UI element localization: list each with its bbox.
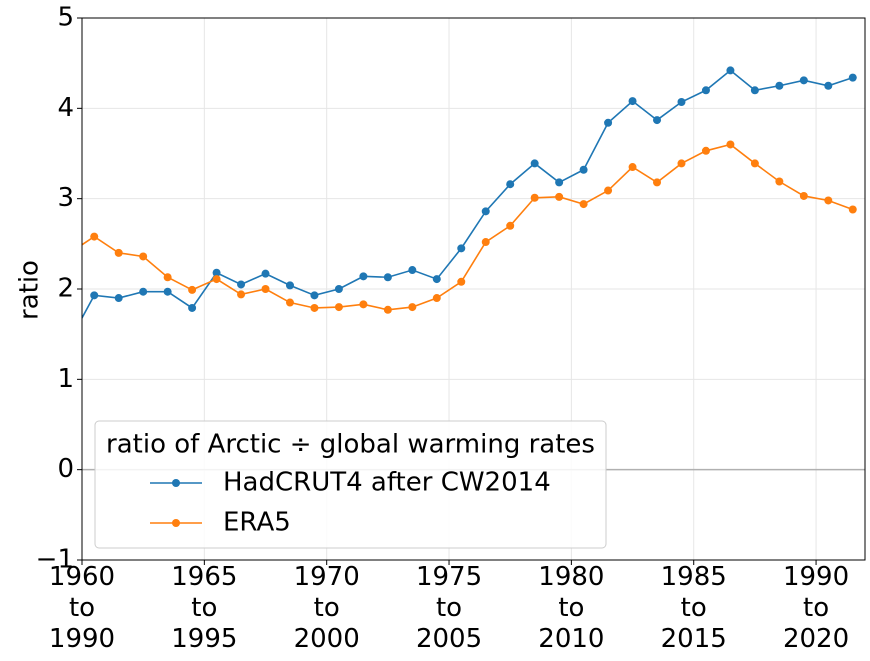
data-point bbox=[701, 146, 710, 155]
x-tick-label: 1985 to 2015 bbox=[660, 562, 727, 654]
data-point bbox=[775, 81, 784, 90]
data-point bbox=[653, 116, 662, 125]
x-tick-label: 1980 to 2010 bbox=[538, 562, 605, 654]
data-point bbox=[334, 303, 343, 312]
data-point bbox=[750, 86, 759, 95]
data-point bbox=[408, 303, 417, 312]
data-point bbox=[457, 277, 466, 286]
legend-title: ratio of Arctic ÷ global warming rates bbox=[106, 430, 595, 460]
data-point bbox=[90, 291, 99, 300]
data-point bbox=[677, 98, 686, 107]
x-tick-label: 1975 to 2005 bbox=[415, 562, 483, 654]
data-point bbox=[114, 248, 123, 257]
data-point bbox=[139, 287, 148, 296]
data-point bbox=[237, 280, 246, 289]
x-tick-label: 1965 to 1995 bbox=[171, 562, 238, 654]
data-point bbox=[628, 163, 637, 172]
data-point bbox=[579, 200, 588, 209]
y-tick-label: 2 bbox=[57, 274, 74, 304]
data-point bbox=[359, 300, 368, 309]
data-point bbox=[66, 249, 74, 257]
data-point bbox=[579, 165, 588, 174]
data-point bbox=[188, 303, 197, 312]
data-point bbox=[383, 273, 392, 282]
data-point bbox=[457, 244, 466, 253]
data-point bbox=[383, 305, 392, 314]
data-point bbox=[726, 140, 735, 149]
data-point bbox=[677, 159, 686, 168]
data-point bbox=[285, 298, 294, 307]
x-tick-label: 1960 to 1990 bbox=[48, 562, 116, 654]
data-point bbox=[334, 285, 343, 293]
data-point bbox=[408, 266, 417, 275]
data-point bbox=[530, 193, 539, 202]
data-point bbox=[163, 287, 172, 296]
data-point bbox=[506, 221, 515, 230]
data-point bbox=[775, 177, 784, 186]
data-point bbox=[432, 294, 441, 303]
data-point bbox=[114, 294, 123, 303]
y-axis-label: ratio bbox=[15, 260, 45, 320]
y-tick-label: 0 bbox=[57, 454, 74, 484]
plot-area bbox=[66, 66, 857, 344]
data-point bbox=[432, 275, 441, 284]
y-tick-label: 3 bbox=[57, 183, 74, 213]
data-point bbox=[848, 205, 857, 214]
x-tick-label: 1990 to 2020 bbox=[782, 562, 850, 654]
data-point bbox=[604, 118, 613, 127]
data-point bbox=[261, 285, 270, 293]
data-point bbox=[310, 291, 319, 300]
legend-marker bbox=[172, 519, 180, 527]
data-point bbox=[628, 97, 637, 106]
data-point bbox=[481, 238, 490, 247]
data-point bbox=[824, 196, 833, 205]
data-point bbox=[555, 192, 564, 201]
data-point bbox=[750, 159, 759, 168]
data-point bbox=[285, 281, 294, 290]
data-point bbox=[261, 269, 270, 278]
legend-label: HadCRUT4 after CW2014 bbox=[223, 468, 551, 498]
data-point bbox=[726, 66, 735, 75]
legend-label: ERA5 bbox=[223, 508, 291, 538]
data-point bbox=[481, 207, 490, 216]
legend-marker bbox=[172, 479, 180, 487]
data-point bbox=[90, 232, 99, 241]
data-point bbox=[555, 178, 564, 187]
data-point bbox=[163, 273, 172, 282]
data-point bbox=[359, 272, 368, 281]
data-point bbox=[212, 268, 221, 277]
y-tick-label: 4 bbox=[57, 93, 74, 123]
data-point bbox=[824, 81, 833, 90]
data-point bbox=[848, 73, 857, 82]
y-tick-label: 5 bbox=[57, 3, 74, 33]
legend-box bbox=[94, 420, 607, 549]
data-point bbox=[310, 303, 319, 312]
data-point bbox=[604, 186, 613, 195]
data-point bbox=[530, 159, 539, 168]
data-point bbox=[653, 178, 662, 187]
data-point bbox=[799, 76, 808, 85]
data-point bbox=[212, 275, 221, 284]
series-line bbox=[82, 69, 854, 320]
data-point bbox=[188, 285, 197, 294]
data-point bbox=[139, 252, 148, 261]
y-tick-label: −1 bbox=[36, 545, 74, 575]
data-point bbox=[237, 290, 246, 299]
data-point bbox=[66, 336, 74, 344]
data-point bbox=[701, 86, 710, 95]
y-tick-label: 1 bbox=[57, 364, 74, 394]
x-tick-label: 1970 to 2000 bbox=[293, 562, 360, 654]
data-point bbox=[506, 180, 515, 189]
data-point bbox=[799, 191, 808, 200]
plot-frame bbox=[81, 17, 866, 561]
